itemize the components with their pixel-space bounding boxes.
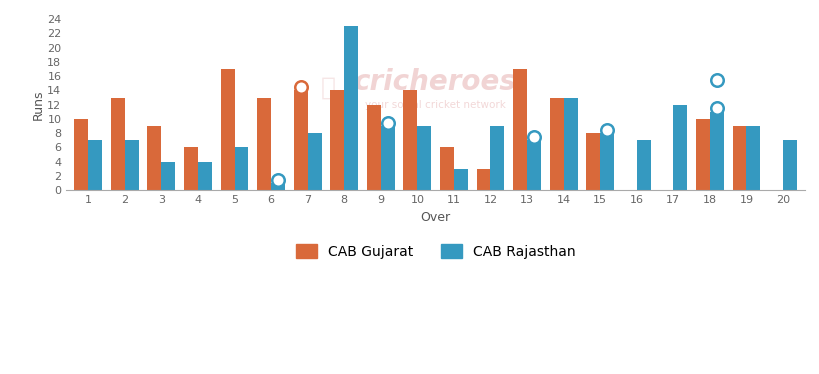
Bar	[380, 126, 394, 190]
Bar	[731, 126, 745, 190]
Bar	[586, 133, 600, 190]
Bar	[527, 140, 541, 190]
Bar	[636, 140, 650, 190]
Bar	[161, 162, 175, 190]
Bar	[563, 98, 577, 190]
Bar	[440, 147, 454, 190]
Text: cricheroes: cricheroes	[354, 68, 517, 96]
Y-axis label: Runs: Runs	[31, 89, 44, 120]
Bar	[111, 98, 124, 190]
Bar	[183, 147, 197, 190]
Bar	[234, 147, 248, 190]
Bar	[197, 162, 211, 190]
Bar	[709, 112, 723, 190]
Bar	[366, 105, 380, 190]
Bar	[403, 91, 417, 190]
Bar	[330, 91, 344, 190]
Bar	[257, 98, 271, 190]
Bar	[344, 26, 358, 190]
Bar	[124, 140, 138, 190]
Bar	[672, 105, 686, 190]
Bar	[476, 169, 490, 190]
Bar	[490, 126, 504, 190]
Bar	[293, 91, 307, 190]
Text: 🏏: 🏏	[321, 76, 336, 99]
Bar	[417, 126, 431, 190]
Bar	[147, 126, 161, 190]
Legend: CAB Gujarat, CAB Rajasthan: CAB Gujarat, CAB Rajasthan	[288, 237, 581, 266]
Bar	[88, 140, 102, 190]
Bar	[271, 183, 285, 190]
Bar	[549, 98, 563, 190]
Bar	[695, 119, 709, 190]
Bar	[220, 69, 234, 190]
Bar	[782, 140, 796, 190]
X-axis label: Over: Over	[420, 211, 450, 224]
Bar	[600, 133, 613, 190]
Bar	[454, 169, 468, 190]
Bar	[513, 69, 527, 190]
Bar	[75, 119, 88, 190]
Bar	[745, 126, 759, 190]
Bar	[307, 133, 321, 190]
Text: your social cricket network: your social cricket network	[364, 99, 505, 110]
